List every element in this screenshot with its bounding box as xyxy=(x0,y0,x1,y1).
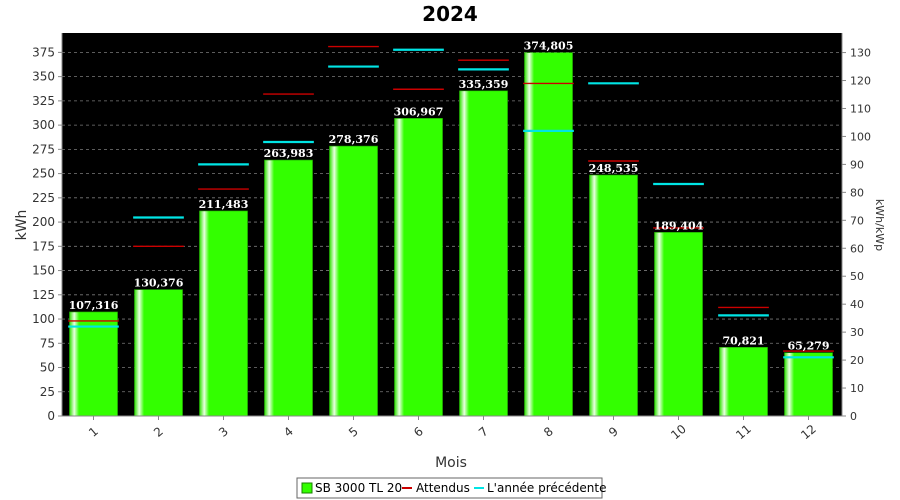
y-tick-label: 300 xyxy=(32,118,55,132)
y2-axis-ticks: 0 10 20 30 40 50 60 70 80 90 100 110 120 130 xyxy=(842,47,871,423)
data-label: 130,376 xyxy=(134,277,184,290)
x-tick-label: 10 xyxy=(668,422,689,443)
data-label: 211,483 xyxy=(199,198,249,211)
y-tick-label: 250 xyxy=(32,167,55,181)
legend-box xyxy=(296,477,603,499)
data-label: 306,967 xyxy=(394,105,444,118)
bar xyxy=(264,159,313,417)
x-tick-label: 11 xyxy=(733,422,754,443)
y-tick-label: 350 xyxy=(32,70,55,84)
data-label: 374,805 xyxy=(524,40,574,53)
chart-title: 2024 xyxy=(422,2,478,26)
data-label: 65,279 xyxy=(787,340,829,353)
x-tick-label: 3 xyxy=(216,424,231,440)
data-labels: 107,316 130,376 211,483 263,983 278,376 306,9… xyxy=(69,40,830,353)
y2-tick-label: 110 xyxy=(850,102,871,115)
x-axis-ticks: 1 2 3 4 5 6 7 8 9 10 11 12 xyxy=(86,416,819,442)
legend-label-bar: SB 3000 TL 20 xyxy=(315,481,402,495)
plot-area xyxy=(62,33,842,416)
y2-tick-label: 20 xyxy=(850,354,864,367)
y-tick-label: 25 xyxy=(40,385,55,399)
bar xyxy=(589,174,638,417)
y-tick-label: 50 xyxy=(40,361,55,375)
x-tick-label: 6 xyxy=(411,424,426,440)
data-label: 70,821 xyxy=(722,334,764,347)
x-tick-label: 1 xyxy=(86,424,101,440)
data-label: 335,359 xyxy=(459,78,509,91)
y2-tick-label: 50 xyxy=(850,270,864,283)
y2-tick-label: 70 xyxy=(850,214,864,227)
bar xyxy=(69,311,118,417)
legend-label-previous-year: L'année précédente xyxy=(487,481,606,495)
y-tick-label: 0 xyxy=(47,409,55,423)
bar xyxy=(459,90,508,417)
y-tick-label: 375 xyxy=(32,45,55,59)
legend-label-expected: Attendus xyxy=(416,481,470,495)
y2-tick-label: 40 xyxy=(850,298,864,311)
x-tick-label: 5 xyxy=(346,424,361,440)
data-label: 189,404 xyxy=(654,219,704,232)
bar xyxy=(784,352,833,417)
data-label: 263,983 xyxy=(264,147,314,160)
bar xyxy=(654,232,703,417)
y-tick-label: 225 xyxy=(32,191,55,205)
y2-axis-label: kWh/kWp xyxy=(873,199,886,251)
bar xyxy=(329,145,378,417)
x-tick-label: 9 xyxy=(606,424,621,440)
y-axis-label: kWh xyxy=(14,210,30,241)
y2-tick-label: 80 xyxy=(850,186,864,199)
legend-swatch-bar xyxy=(301,482,313,494)
y2-tick-label: 10 xyxy=(850,382,864,395)
bar xyxy=(199,210,248,417)
y-tick-label: 125 xyxy=(32,288,55,302)
y2-tick-label: 90 xyxy=(850,158,864,171)
bar xyxy=(719,347,768,417)
y-tick-label: 325 xyxy=(32,94,55,108)
x-tick-label: 8 xyxy=(541,424,556,440)
x-tick-label: 12 xyxy=(798,422,819,443)
data-label: 107,316 xyxy=(69,299,119,312)
y-axis-ticks: 0 25 50 75 100 125 150 175 200 225 250 275 300 325 350… xyxy=(32,45,62,423)
data-label: 278,376 xyxy=(329,133,379,146)
bars xyxy=(69,52,833,417)
y-tick-label: 100 xyxy=(32,312,55,326)
legend: SB 3000 TL 20 Attendus L'année précédent… xyxy=(296,477,606,499)
bar xyxy=(524,52,573,417)
y2-tick-label: 0 xyxy=(850,410,857,423)
x-axis-label: Mois xyxy=(435,455,467,471)
y-tick-label: 275 xyxy=(32,142,55,156)
y-tick-label: 75 xyxy=(40,336,55,350)
bar xyxy=(394,118,443,417)
y2-tick-label: 60 xyxy=(850,242,864,255)
y-tick-label: 150 xyxy=(32,264,55,278)
y-tick-label: 175 xyxy=(32,239,55,253)
y2-tick-label: 120 xyxy=(850,75,871,88)
y-tick-label: 200 xyxy=(32,215,55,229)
markers xyxy=(68,45,834,359)
y2-tick-label: 100 xyxy=(850,130,871,143)
x-tick-label: 2 xyxy=(151,424,166,440)
data-label: 248,535 xyxy=(589,162,639,175)
x-tick-label: 7 xyxy=(476,424,491,440)
y2-tick-label: 130 xyxy=(850,47,871,60)
bar xyxy=(134,289,183,417)
y2-tick-label: 30 xyxy=(850,326,864,339)
x-tick-label: 4 xyxy=(281,424,296,440)
grid xyxy=(62,51,842,393)
